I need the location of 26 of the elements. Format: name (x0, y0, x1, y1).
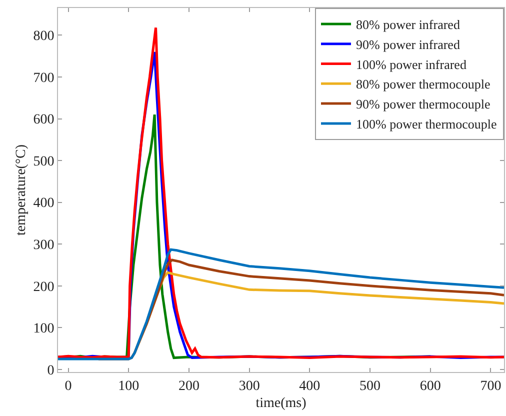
x-tick-label: 200 (178, 378, 200, 394)
x-tick-label: 500 (360, 378, 381, 394)
legend-label: 100% power thermocouple (356, 116, 498, 132)
y-tick-label: 600 (33, 112, 54, 128)
x-tick-label: 300 (238, 378, 260, 394)
legend-label: 80% power infrared (356, 17, 460, 32)
y-tick-label: 200 (33, 280, 54, 295)
line-series (58, 248, 504, 360)
y-tick-label: 800 (33, 29, 54, 44)
x-axis-title: time(ms) (256, 396, 307, 412)
x-tick-label: 400 (299, 378, 320, 394)
x-tick-label: 0 (64, 378, 72, 394)
y-axis-title: temperature(°C) (14, 144, 29, 236)
y-tick-label: 500 (33, 154, 54, 170)
y-tick-label: 0 (47, 363, 54, 378)
y-tick-label: 100 (33, 322, 54, 337)
y-tick-label: 700 (33, 70, 54, 86)
x-tick-label: 100 (118, 378, 140, 394)
legend-label: 80% power thermocouple (356, 76, 491, 92)
x-tick-label: 700 (480, 378, 502, 394)
legend-label: 90% power infrared (356, 36, 460, 52)
y-tick-label: 400 (33, 196, 54, 212)
x-tick-label: 600 (420, 378, 441, 394)
y-tick-label: 300 (33, 238, 54, 254)
legend-label: 100% power infrared (356, 56, 467, 72)
legend-label: 90% power thermocouple (356, 96, 491, 112)
